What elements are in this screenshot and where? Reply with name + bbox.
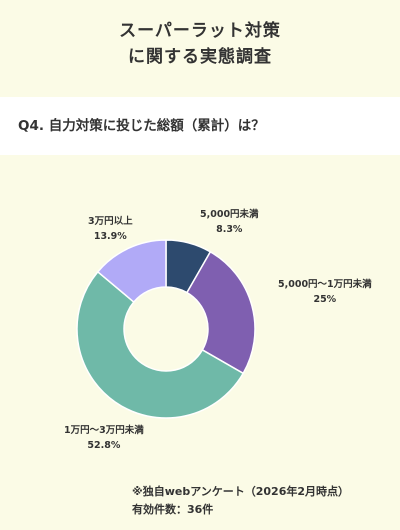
slice-category-label-3: 1万円〜3万円未満 — [64, 424, 144, 436]
slice-category-label-4: 3万円以上 — [88, 215, 133, 227]
slice-labels: 5,000円未満 8.3% 5,000円〜1万円未満 25% 1万円〜3万円未満 52.8… — [64, 208, 372, 451]
footer-note: ※独自webアンケート（2026年2月時点） 有効件数：36件 — [0, 483, 380, 519]
slice-category-label-1: 5,000円未満 — [200, 208, 259, 220]
slice-value-label-4: 13.9% — [94, 231, 127, 242]
slice-2 — [185, 250, 256, 375]
donut-chart: 5,000円未満 8.3% 5,000円〜1万円未満 25% 1万円〜3万円未満 52.8… — [64, 208, 372, 451]
question-text: Q4. 自力対策に投じた総額（累計）は？ — [18, 118, 265, 134]
slice-value-label-1: 8.3% — [216, 224, 243, 235]
slice-category-label-2: 5,000円〜1万円未満 — [278, 278, 372, 290]
slice-4 — [96, 239, 167, 304]
question-band: Q4. 自力対策に投じた総額（累計）は？ — [0, 97, 400, 155]
source-note: ※独自webアンケート（2026年2月時点） — [132, 485, 350, 498]
page-title: スーパーラット対策 に関する実態調査 — [0, 18, 400, 70]
response-count: 有効件数：36件 — [132, 503, 214, 516]
donut-slices — [76, 239, 256, 419]
title-line-1: スーパーラット対策 — [119, 21, 281, 41]
title-line-2: に関する実態調査 — [128, 47, 272, 67]
slice-value-label-2: 25% — [313, 294, 336, 305]
slice-3 — [76, 270, 245, 419]
slice-value-label-3: 52.8% — [87, 440, 120, 451]
